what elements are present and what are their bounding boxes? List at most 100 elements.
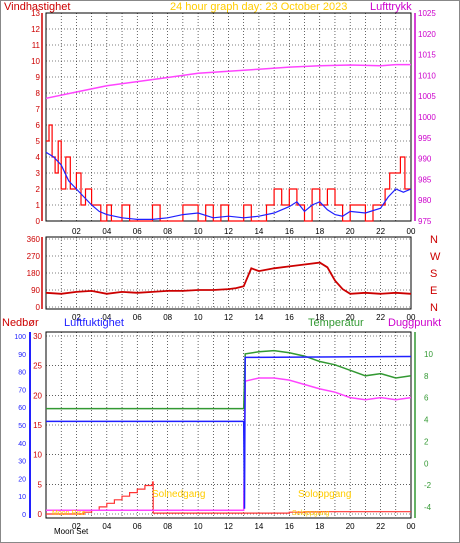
soloppgang-small-label: Soloppgang: [292, 510, 329, 517]
wind-y-tick-label: 6: [36, 121, 41, 130]
direction-x-tick-label: 04: [102, 313, 111, 322]
rain-y-tick-label: 10: [18, 494, 26, 501]
pressure-y-tick-label: 1010: [418, 71, 436, 80]
direction-y-tick-label: 90: [31, 286, 40, 295]
rain-y-tick-label: 30: [18, 459, 26, 466]
wind-y-tick-label: 3: [36, 169, 41, 178]
panel-wind-frame: [45, 12, 412, 222]
wind-y-tick-label: 11: [32, 41, 41, 50]
humidity-y-tick-label: 20: [33, 391, 42, 400]
rain-y-tick-label: 20: [18, 476, 26, 483]
pressure-y-tick-label: 985: [418, 175, 432, 184]
wind-y-tick-label: 7: [36, 105, 41, 114]
climate-x-tick-label: 10: [194, 522, 203, 531]
direction-x-tick-label: 14: [254, 313, 263, 322]
rain-label: Nedbør: [2, 317, 39, 329]
moon-set-label: Moon Set: [54, 527, 89, 536]
temperature-y-tick-label: 10: [424, 350, 433, 359]
wind-x-tick-label: 04: [102, 227, 111, 236]
temperature-y-tick-label: -4: [424, 503, 432, 512]
temperature-y-tick-label: 4: [424, 416, 429, 425]
direction-y-tick-label: 360: [27, 235, 41, 244]
pressure-y-tick-label: 1005: [418, 92, 436, 101]
humidity-line: [46, 355, 412, 509]
direction-x-tick-label: 10: [194, 313, 203, 322]
wind-y-tick-label: 2: [36, 185, 41, 194]
wind-y-tick-label: 9: [36, 73, 41, 82]
temperature-y-tick-label: 2: [424, 437, 429, 446]
graph-title: 24 hour graph day: 23 October 2023: [170, 1, 347, 13]
humidity-y-tick-label: 25: [33, 362, 42, 371]
pressure-y-tick-label: 980: [418, 196, 432, 205]
pressure-y-tick-label: 1020: [418, 30, 436, 39]
pressure-y-tick-label: 995: [418, 134, 432, 143]
wind-speed-line: [46, 124, 411, 222]
wind-y-tick-label: 13: [31, 9, 40, 18]
direction-x-tick-label: 12: [224, 313, 233, 322]
direction-x-tick-label: 22: [376, 313, 385, 322]
climate-x-tick-label: 12: [224, 522, 233, 531]
wind-y-tick-label: 8: [36, 89, 41, 98]
rain-y-tick-label: 40: [18, 441, 26, 448]
rain-y-tick-label: 50: [18, 423, 26, 430]
direction-x-tick-label: 06: [133, 313, 142, 322]
wind-x-tick-label: 02: [72, 227, 81, 236]
rain-y-tick-label: 0: [22, 512, 26, 519]
wind-direction-line: [45, 261, 412, 295]
direction-x-tick-label: 20: [346, 313, 355, 322]
direction-x-tick-label: 16: [285, 313, 294, 322]
climate-x-tick-label: 16: [285, 522, 294, 531]
climate-x-tick-label: 02: [72, 522, 81, 531]
wind-x-tick-label: 00: [407, 227, 416, 236]
pressure-y-tick-label: 990: [418, 155, 432, 164]
direction-x-tick-label: 02: [72, 313, 81, 322]
wind-x-tick-label: 20: [346, 227, 355, 236]
temperature-line: [46, 349, 412, 410]
climate-x-tick-label: 08: [163, 522, 172, 531]
wind-y-tick-label: 5: [36, 137, 41, 146]
dewpoint-line: [46, 377, 412, 512]
climate-x-tick-label: 14: [254, 522, 263, 531]
rain-y-tick-label: 60: [18, 405, 26, 412]
compass-label: N: [430, 234, 438, 246]
moon-rise-small-label: Moon Rise: [52, 510, 86, 517]
wind-x-tick-label: 22: [376, 227, 385, 236]
direction-x-tick-label: 00: [407, 313, 416, 322]
rain-y-tick-label: 90: [18, 352, 26, 359]
compass-label: N: [430, 302, 438, 314]
temperature-y-tick-label: -2: [424, 481, 432, 490]
climate-x-tick-label: 04: [102, 522, 111, 531]
humidity-label: Luftfuktighet: [64, 317, 124, 329]
direction-x-tick-label: 18: [315, 313, 324, 322]
wind-y-tick-label: 4: [36, 153, 41, 162]
pressure-label: Lufttrykk: [370, 1, 412, 13]
humidity-y-tick-label: 10: [33, 451, 42, 460]
direction-y-tick-label: 0: [36, 303, 41, 312]
wind-y-tick-label: 12: [31, 25, 40, 34]
wind-x-tick-label: 08: [163, 227, 172, 236]
climate-x-tick-label: 00: [407, 522, 416, 531]
rain-y-tick-label: 100: [14, 334, 26, 341]
pressure-y-tick-label: 1025: [418, 9, 436, 18]
humidity-y-tick-label: 0: [38, 510, 43, 519]
wind-x-tick-label: 12: [224, 227, 233, 236]
humidity-y-tick-label: 15: [33, 421, 42, 430]
climate-x-tick-label: 20: [346, 522, 355, 531]
humidity-y-tick-label: 5: [38, 480, 43, 489]
direction-y-tick-label: 270: [27, 252, 41, 261]
temperature-y-tick-label: 6: [424, 394, 429, 403]
climate-x-tick-label: 06: [133, 522, 142, 531]
wind-y-tick-label: 10: [31, 57, 40, 66]
temperature-label: Temperatur: [308, 317, 364, 329]
climate-x-tick-label: 22: [376, 522, 385, 531]
rain-y-tick-label: 70: [18, 387, 26, 394]
wind-x-tick-label: 06: [133, 227, 142, 236]
pressure-y-tick-label: 1015: [418, 51, 436, 60]
wind-y-tick-label: 1: [36, 201, 41, 210]
wind-x-tick-label: 16: [285, 227, 294, 236]
wind-x-tick-label: 10: [194, 227, 203, 236]
wind-y-tick-label: 0: [36, 217, 41, 226]
temperature-y-tick-label: 0: [424, 459, 429, 468]
